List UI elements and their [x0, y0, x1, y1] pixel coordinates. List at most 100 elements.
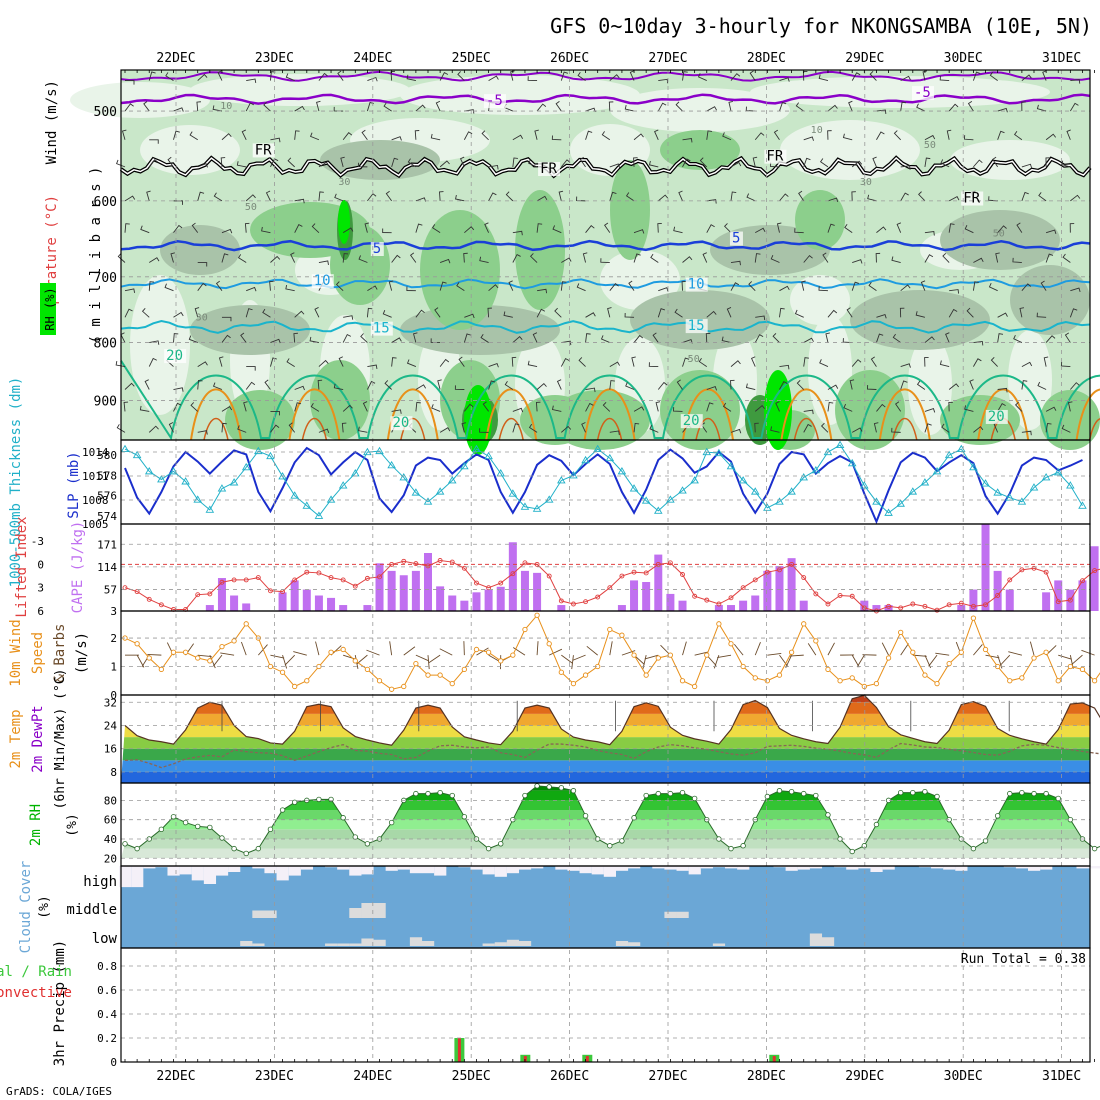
wind10m-speed-point: [485, 649, 492, 655]
isotherm-label: 20: [392, 415, 409, 431]
wind-barb: [755, 315, 766, 321]
wind10m-speed-point: [461, 666, 468, 673]
wind-barb: [197, 262, 208, 267]
wind-barb: [730, 191, 737, 201]
wind-barb: [752, 156, 758, 167]
wind-barb: [479, 428, 489, 433]
rh2m-point: [776, 788, 783, 794]
rh2m-point: [340, 815, 346, 821]
wind-barb: [173, 402, 182, 412]
cape-axis-label: CAPE (J/kg): [70, 521, 86, 614]
cloud-clear-high: [555, 866, 568, 870]
wind-barb: [430, 133, 441, 141]
wind-barb: [609, 163, 621, 168]
precip-tick-label: 0.8: [97, 960, 117, 973]
cloud-clear-high: [882, 866, 895, 870]
thickness-point: [969, 462, 978, 471]
wind-barb: [585, 387, 596, 393]
wind-barb: [561, 425, 572, 433]
isotherm-label: -5: [914, 85, 931, 101]
upper-wind-barbs: [115, 70, 1081, 436]
rh2m-point: [291, 799, 298, 806]
wind-barb: [221, 406, 233, 412]
wind-barb: [1045, 157, 1050, 167]
rh-contour-label: 10: [220, 101, 232, 112]
wind-barb: [755, 227, 766, 234]
wind-barb: [309, 132, 320, 141]
rh2m-point: [643, 792, 649, 799]
cape-bar: [290, 580, 299, 611]
wind-barb: [577, 71, 586, 81]
wind-barb: [770, 426, 780, 433]
wind-barb: [294, 310, 305, 318]
wind-barb: [343, 315, 354, 320]
wind-barb: [458, 356, 465, 367]
wind10m-barb: [754, 641, 761, 656]
lifted-index-point: [728, 595, 734, 601]
cloud-unit-label: (%): [37, 895, 52, 918]
wind-barb: [431, 404, 441, 412]
wind-barb: [827, 130, 832, 140]
wind-barb: [648, 160, 659, 168]
cloud-clear-high: [385, 866, 398, 871]
isotherm-25: [977, 388, 1030, 441]
wind-barb: [1040, 280, 1047, 291]
wind-barb: [333, 383, 344, 390]
rh-region: [1010, 265, 1090, 335]
cape-bar: [533, 572, 542, 611]
wind-barb: [270, 424, 280, 433]
wind10m-barb: [900, 643, 909, 656]
wind-barb: [654, 129, 659, 140]
cloud-middle-label: middle: [66, 902, 117, 918]
thickness-point: [1041, 473, 1051, 481]
lifted-index-point: [704, 597, 710, 603]
wind-barb: [391, 357, 397, 367]
cape-bar: [314, 595, 323, 611]
wind-barb: [948, 383, 960, 390]
li-tick-label: 6: [37, 605, 44, 618]
isotherm-label: 20: [166, 348, 183, 364]
isotherm-label: FR: [766, 149, 783, 165]
wind-barb: [581, 422, 586, 433]
wind-barb: [456, 282, 465, 292]
rh2m-point: [861, 843, 868, 849]
wind-barb: [439, 358, 450, 367]
wind-barb: [796, 379, 805, 390]
wind-barb: [924, 423, 932, 433]
wind-barb: [560, 358, 570, 367]
wind-barb: [1061, 424, 1071, 433]
lifted-index-point: [558, 598, 564, 604]
wind-barb: [924, 408, 936, 413]
wind-barb: [920, 280, 926, 291]
wind-barb: [754, 422, 759, 433]
wind-barb: [900, 165, 911, 170]
wind-barb: [1021, 380, 1028, 390]
wind-barb: [551, 405, 562, 412]
wind10m-speed-point: [425, 672, 431, 678]
wind10m-barb: [912, 654, 927, 657]
rh2m-point: [691, 795, 698, 802]
wind-barb: [437, 379, 442, 390]
thickness-point: [1066, 481, 1075, 489]
lifted-index-point: [934, 607, 940, 613]
rh2m-point: [801, 790, 807, 797]
wind-barb: [705, 332, 711, 343]
wind-barb: [221, 422, 227, 433]
cloud-clear-high: [518, 866, 532, 870]
lifted-index-point: [583, 599, 589, 605]
wind-barb: [316, 100, 321, 112]
wind-barb: [1016, 222, 1023, 233]
wind-barb: [173, 387, 184, 392]
thickness-point: [835, 440, 845, 449]
lifted-index-point: [570, 601, 576, 607]
x-label-top: 25DEC: [452, 51, 491, 66]
wind-barb: [803, 337, 814, 343]
rh2m-point: [546, 784, 552, 790]
cape-bar: [630, 580, 639, 611]
wind-barb: [997, 225, 1007, 233]
wind-barb: [899, 307, 905, 318]
cape-bar: [339, 605, 348, 611]
rh-region: [940, 210, 1060, 270]
wind-barb: [454, 385, 465, 390]
wind-barb: [706, 310, 717, 318]
